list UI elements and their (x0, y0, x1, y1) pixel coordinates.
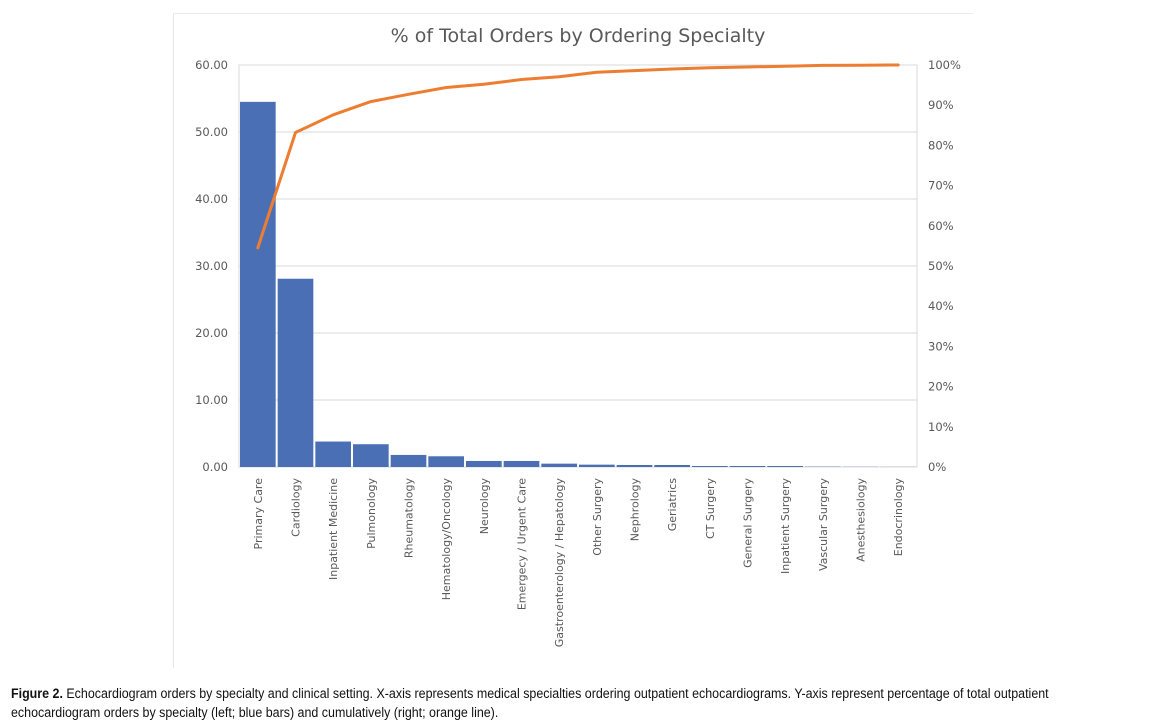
left-y-tick-label: 20.00 (195, 326, 228, 340)
x-category-label: Geriatrics (666, 478, 679, 532)
x-category-label: Endocrinology (892, 478, 905, 557)
bar (353, 444, 389, 467)
x-category-label: Hematology/Oncology (440, 478, 453, 601)
right-y-tick-label: 70% (928, 179, 954, 193)
bar (729, 465, 766, 467)
right-y-tick-label: 100% (928, 58, 961, 72)
left-y-tick-label: 10.00 (195, 393, 228, 407)
left-y-tick-label: 40.00 (195, 192, 228, 206)
x-category-label: Neurology (478, 478, 491, 535)
right-y-tick-label: 30% (928, 339, 954, 353)
bar (692, 465, 728, 467)
x-category-label: Inpatient Medicine (327, 478, 340, 580)
x-category-label: Pulmonology (365, 478, 378, 549)
x-category-label: Emergecy / Urgent Care (516, 478, 529, 610)
x-category-label: Primary Care (252, 478, 265, 550)
bar (277, 278, 314, 467)
right-y-tick-label: 50% (928, 259, 954, 273)
x-category-label: Other Surgery (591, 478, 604, 556)
bar (654, 464, 690, 467)
bar (390, 454, 427, 467)
bar (579, 464, 615, 467)
bar (428, 456, 464, 467)
cumulative-line (256, 63, 900, 250)
x-category-label: Nephrology (629, 478, 642, 542)
left-y-tick-label: 0.00 (202, 460, 228, 474)
x-axis: Primary Care Cardiology Inpatient Medicine… (252, 478, 905, 648)
right-y-tick-label: 60% (928, 219, 954, 233)
pareto-chart: % of Total Orders by Ordering Specialty … (195, 25, 961, 648)
figure-caption: Figure 2. Echocardiogram orders by speci… (11, 684, 1067, 722)
right-y-tick-label: 40% (928, 299, 954, 313)
bar (541, 463, 577, 467)
left-y-tick-label: 60.00 (195, 58, 228, 72)
bar (240, 101, 276, 467)
right-y-tick-label: 0% (928, 460, 946, 474)
bar (616, 464, 653, 467)
right-y-tick-label: 20% (928, 380, 954, 394)
x-category-label: Inpatient Surgery (779, 478, 792, 574)
bar (503, 460, 540, 467)
x-category-label: Cardiology (290, 478, 303, 537)
right-y-axis: 0% 10% 20% 30% 40% 50% 60% 70% 80% 90% 100% (928, 58, 961, 474)
caption-label: Figure 2. (11, 686, 63, 701)
left-y-axis: 0.00 10.00 20.00 30.00 40.00 50.00 60.00 (195, 58, 228, 474)
x-category-label: Rheumatology (403, 478, 416, 559)
cumulative-line-series (256, 63, 900, 250)
x-category-label: Gastroenterology / Hepatology (553, 478, 566, 648)
gridlines (238, 64, 918, 468)
bar (767, 465, 803, 467)
left-y-tick-label: 30.00 (195, 259, 228, 273)
chart-frame (173, 13, 973, 668)
left-y-tick-label: 50.00 (195, 125, 228, 139)
x-category-label: General Surgery (742, 478, 755, 568)
bar (466, 460, 502, 467)
x-category-label: Anesthesiology (855, 478, 868, 562)
caption-text: Echocardiogram orders by specialty and c… (11, 686, 1049, 720)
right-y-tick-label: 10% (928, 420, 954, 434)
bar (315, 441, 351, 467)
x-category-label: CT Surgery (704, 478, 717, 539)
chart-title: % of Total Orders by Ordering Specialty (391, 25, 766, 47)
right-y-tick-label: 90% (928, 98, 954, 112)
bar-series (240, 101, 916, 467)
right-y-tick-label: 80% (928, 138, 954, 152)
x-category-label: Vascular Surgery (817, 478, 830, 572)
